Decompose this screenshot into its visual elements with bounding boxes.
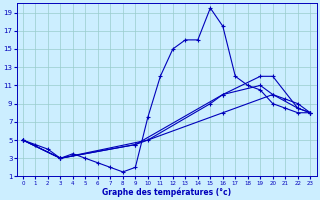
X-axis label: Graphe des températures (°c): Graphe des températures (°c) [102,187,231,197]
